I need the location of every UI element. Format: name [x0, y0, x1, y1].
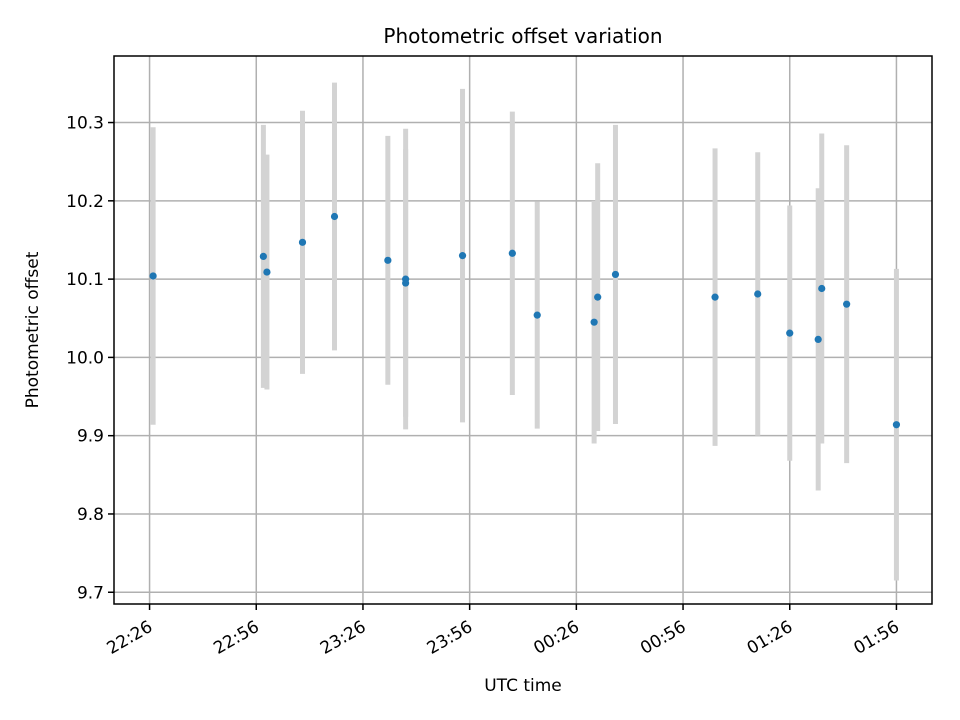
y-tick-label: 10.3	[66, 114, 104, 134]
plot-frame	[113, 55, 933, 605]
data-point	[814, 335, 822, 343]
x-tick-label: 23:26	[317, 617, 369, 659]
data-point	[533, 311, 541, 319]
x-tick-label: 00:56	[637, 617, 689, 659]
grid-lines	[114, 56, 932, 604]
y-axis-label: Photometric offset	[23, 251, 43, 408]
y-tick-label: 9.8	[77, 505, 104, 525]
data-point	[754, 290, 762, 298]
axis-ticks: 22:26 22:56 23:26 23:56 00:26 00:56 01:26 01:56…	[66, 114, 903, 659]
x-tick-label: 01:26	[744, 617, 796, 659]
x-tick-label: 01:56	[850, 617, 902, 659]
data-point	[508, 249, 516, 257]
x-tick-label: 22:56	[210, 617, 262, 659]
x-tick-label: 22:26	[104, 617, 156, 659]
data-point	[590, 318, 598, 326]
data-points	[149, 212, 901, 429]
data-point	[298, 238, 307, 246]
data-point	[149, 272, 157, 280]
data-point	[384, 256, 392, 264]
x-tick-label: 23:56	[424, 617, 476, 659]
y-tick-label: 9.9	[77, 427, 104, 447]
y-tick-label: 10.1	[66, 270, 104, 290]
data-point	[259, 252, 267, 261]
data-point	[611, 270, 620, 279]
chart-title: Photometric offset variation	[383, 24, 662, 48]
error-bars	[150, 82, 899, 581]
data-point	[892, 421, 901, 429]
data-point	[458, 252, 467, 260]
data-point	[818, 284, 826, 293]
data-point	[711, 293, 719, 301]
data-point	[330, 212, 339, 221]
data-point	[786, 329, 794, 337]
data-point	[263, 268, 271, 276]
x-tick-label: 00:26	[530, 617, 582, 659]
data-point	[402, 275, 410, 283]
y-tick-label: 10.0	[66, 348, 104, 368]
x-axis-label: UTC time	[484, 676, 562, 696]
data-point	[594, 293, 602, 301]
y-tick-label: 10.2	[66, 192, 104, 212]
y-tick-label: 9.7	[77, 583, 104, 603]
data-point	[843, 300, 851, 308]
